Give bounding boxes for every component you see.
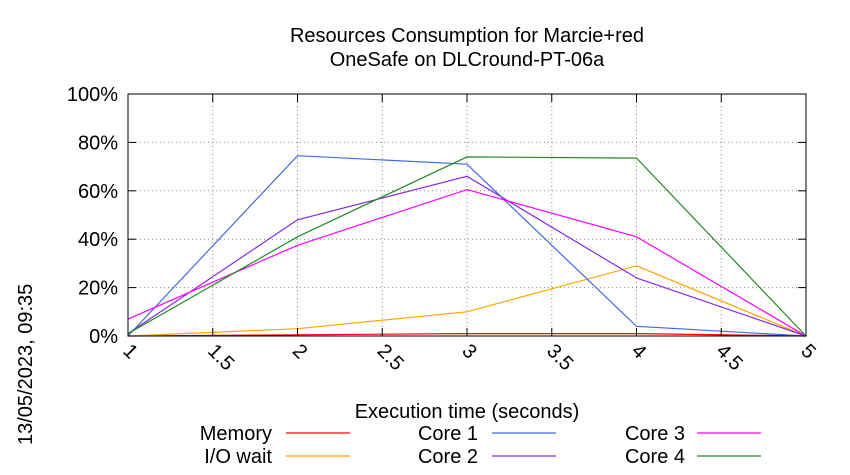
legend-label-core-2: Core 2: [418, 446, 478, 468]
x-tick-label: 3.5: [542, 340, 577, 375]
legend-label-i-o-wait: I/O wait: [204, 446, 272, 468]
y-tick-label: 60%: [78, 181, 118, 203]
x-tick-label: 1: [118, 340, 141, 363]
x-tick-label: 2.5: [373, 340, 408, 375]
series-lines: [127, 155, 807, 337]
x-tick-label: 4.5: [712, 340, 747, 375]
x-tick-label: 4: [627, 340, 650, 363]
y-tick-label: 80%: [78, 132, 118, 154]
series-line-core-1: [127, 155, 807, 337]
x-tick-label: 2: [288, 340, 311, 363]
series-line-i-o-wait: [127, 265, 807, 337]
legend-label-core-1: Core 1: [418, 423, 478, 445]
legend-label-memory: Memory: [200, 423, 272, 445]
x-tick-label: 1.5: [203, 340, 238, 375]
x-tick-label: 3: [457, 340, 480, 363]
chart-subtitle: OneSafe on DLCround-PT-06a: [330, 49, 605, 71]
tick-marks: [127, 93, 807, 337]
series-line-core-4: [127, 156, 807, 337]
series-line-core-3: [127, 188, 807, 337]
series-line-core-2: [127, 175, 807, 337]
legend-label-core-4: Core 4: [625, 446, 685, 468]
legend-label-core-3: Core 3: [625, 423, 685, 445]
y-tick-label: 0%: [89, 326, 118, 348]
y-tick-label: 100%: [67, 84, 118, 106]
timestamp: 13/05/2023, 09:35: [15, 284, 37, 445]
grid: [128, 94, 806, 336]
y-tick-label: 20%: [78, 278, 118, 300]
y-tick-labels: 0% 20% 40% 60% 80% 100%: [67, 84, 118, 348]
x-tick-label: 5: [796, 340, 819, 363]
x-axis-label: Execution time (seconds): [355, 401, 580, 423]
x-tick-labels: 1 1.5 2 2.5 3 3.5 4 4.5 5: [118, 340, 819, 375]
y-tick-label: 40%: [78, 229, 118, 251]
chart-title: Resources Consumption for Marcie+red: [290, 25, 644, 47]
